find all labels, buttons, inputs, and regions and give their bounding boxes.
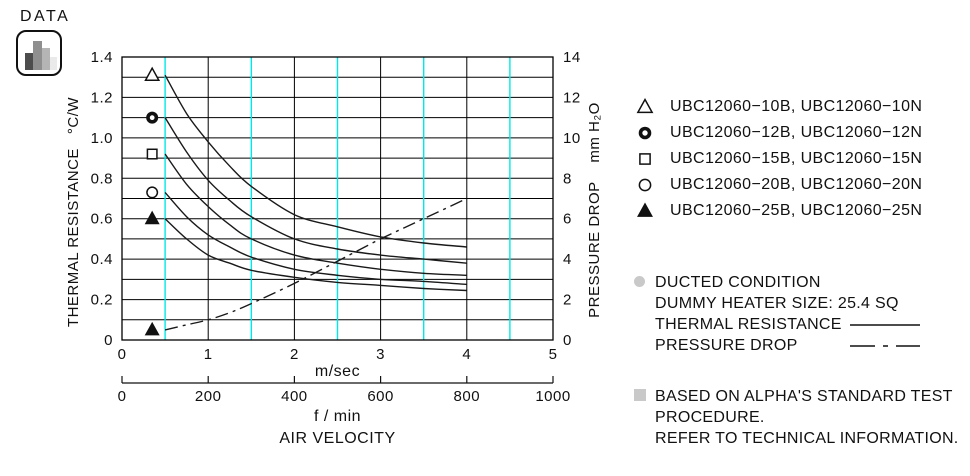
x-axis-title: AIR VELOCITY [279,430,395,447]
square-open-marker-icon [639,153,651,165]
thermal-curve-2 [164,117,467,264]
y-left-axis-title: THERMAL RESISTANCE °C/W [65,97,82,328]
y-left-tick-label: 0.8 [91,170,113,187]
bar-chart-icon-bar [50,57,57,70]
bar-chart-icon-bar [42,48,50,70]
y-left-tick-label: 1.4 [91,49,113,66]
note-text: THERMAL RESISTANCE [655,315,842,333]
footnote-line: REFER TO TECHNICAL INFORMATION. [655,429,959,447]
y-right-tick-label: 14 [563,49,581,66]
y-left-tick-label: 0.6 [91,211,113,228]
y-right-tick-label: 12 [563,89,581,106]
legend-label: UBC12060−12B, UBC12060−12N [670,124,923,141]
footnote: BASED ON ALPHA'S STANDARD TEST PROCEDURE.… [634,386,959,449]
y-right-tick-label: 10 [563,130,581,147]
x-tick-label: 2 [290,346,299,363]
bullseye-marker-icon [638,126,652,140]
note-line: DUMMY HEATER SIZE: 25.4 SQ [655,293,922,314]
y-left-tick-label: 1.0 [91,130,113,147]
note-text: DUMMY HEATER SIZE: 25.4 SQ [655,294,899,312]
y-right-tick-label: 4 [563,251,572,268]
triangle-open-marker-icon [636,97,654,114]
legend: UBC12060−10B, UBC12060−10N UBC12060−12B, … [632,94,922,224]
legend-item: UBC12060−25B, UBC12060−25N [632,198,922,224]
note-text: DUCTED CONDITION [655,273,821,291]
y-right-tick-label: 6 [563,211,572,228]
footnote-line: PROCEDURE. [655,408,765,426]
triangle-open-marker-icon [144,66,161,81]
triangle-filled-marker-icon [144,321,160,336]
bar-chart-icon [16,30,62,76]
y-right-axis-title: PRESSURE DROP mm H₂O [586,102,603,318]
plot-border [121,56,554,341]
triangle-filled-marker-icon [637,202,653,217]
test-condition-notes: DUCTED CONDITION DUMMY HEATER SIZE: 25.4 … [634,272,922,356]
solid-line-sample-icon [850,323,920,326]
y-left-tick-label: 0.4 [91,251,113,268]
circle-open-marker-icon [638,178,652,192]
x2-axis-unit-label: f / min [314,408,361,425]
note-text: PRESSURE DROP [655,336,798,354]
bullseye-marker-icon [146,111,159,124]
gridlines [122,57,553,340]
x2-tick-label: 600 [367,388,394,405]
dash-dot-line-sample-icon [850,344,920,347]
thermal-curve-3 [164,153,467,276]
legend-label: UBC12060−15B, UBC12060−15N [670,150,923,167]
thermal-curve-5 [164,218,467,292]
bar-chart-icon-bar [25,53,33,70]
x2-tick-label: 0 [118,388,127,405]
legend-label: UBC12060−20B, UBC12060−20N [670,176,923,193]
x2-tick-label: 400 [281,388,308,405]
x2-tick-label: 1000 [535,388,570,405]
footnote-line: BASED ON ALPHA'S STANDARD TEST [655,387,953,405]
x-tick-label: 5 [549,346,558,363]
legend-item: UBC12060−20B, UBC12060−20N [632,172,922,198]
x-tick-label: 1 [204,346,213,363]
thermal-curve-1 [164,74,467,248]
circle-open-marker-icon [638,178,652,192]
x2-tick-label: 200 [195,388,222,405]
note-line: THERMAL RESISTANCE [655,314,922,335]
x-tick-label: 3 [376,346,385,363]
curve-markers [144,66,161,336]
legend-item: UBC12060−12B, UBC12060−12N [632,120,922,146]
bar-chart-icon-bar [33,41,42,70]
circle-open-marker-icon [146,186,159,199]
y-left-tick-label: 1.2 [91,89,113,106]
pressure-drop-curve [164,197,468,331]
y-left-tick-label: 0.2 [91,292,113,309]
bullseye-marker-icon [638,126,652,140]
x-axis-unit-label: m/sec [315,363,360,380]
y-right-tick-label: 0 [563,332,572,349]
x2-tick-label: 800 [454,388,481,405]
data-label: DATA [20,8,71,25]
square-open-marker-icon [146,148,158,160]
triangle-filled-marker-icon [144,210,160,225]
note-line: PRESSURE DROP [655,335,922,356]
y-left-tick-label: 0 [104,332,113,349]
y-right-tick-label: 2 [563,292,572,309]
legend-label: UBC12060−25B, UBC12060−25N [670,202,923,219]
x-tick-label: 4 [462,346,471,363]
footnote-bullet-icon [634,389,646,401]
note-bullet-icon [634,276,645,287]
thermal-curve-4 [164,191,467,286]
y-right-tick-label: 8 [563,170,572,187]
note-line: DUCTED CONDITION [655,272,922,293]
square-open-marker-icon [639,153,651,165]
legend-item: UBC12060−10B, UBC12060−10N [632,94,922,120]
x-tick-label: 0 [118,346,127,363]
triangle-open-marker-icon [636,97,654,114]
triangle-filled-marker-icon [637,202,653,217]
legend-label: UBC12060−10B, UBC12060−10N [670,98,923,115]
legend-item: UBC12060−15B, UBC12060−15N [632,146,922,172]
